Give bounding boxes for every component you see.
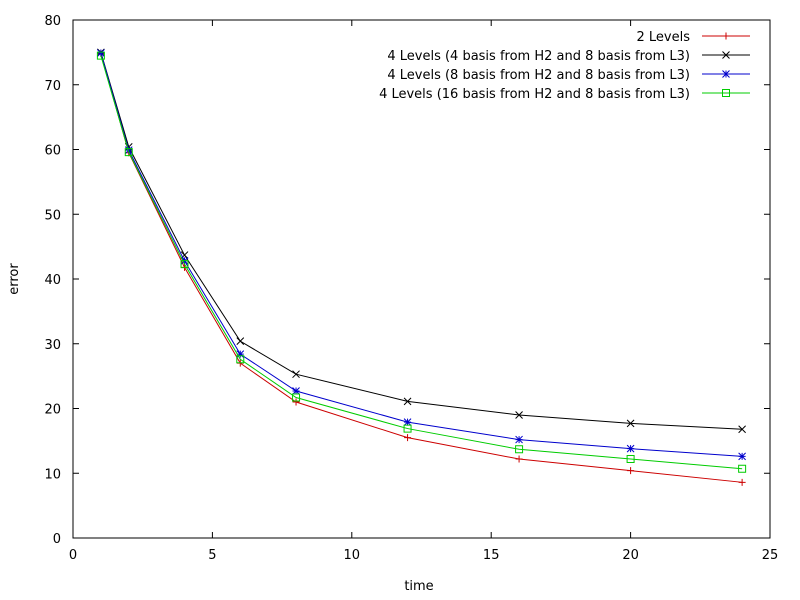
data-point (124, 148, 133, 157)
y-tick-label: 50 (44, 208, 61, 223)
data-point (124, 146, 133, 155)
data-point (515, 411, 523, 419)
data-point (97, 49, 105, 57)
y-tick-label: 30 (44, 338, 61, 353)
data-point (738, 425, 746, 434)
data-point (404, 434, 412, 442)
x-tick-label: 20 (622, 548, 639, 563)
data-point (627, 467, 635, 475)
axis-ticks: 0 5 10 15 20 25 0 10 20 30 40 50 60 70 80 (44, 14, 778, 563)
series-3 (97, 49, 746, 461)
data-point (515, 445, 524, 454)
legend-swatch-marker (722, 70, 730, 78)
legend-item: 4 Levels (16 basis from H2 and 8 basis f… (379, 87, 750, 102)
y-tick-label: 10 (44, 467, 61, 482)
x-tick-label: 15 (483, 548, 500, 563)
y-tick-label: 40 (44, 273, 61, 288)
series-4 (96, 51, 747, 473)
data-point (236, 337, 245, 346)
series-line (100, 53, 743, 483)
x-tick-label: 5 (208, 548, 216, 563)
data-point (738, 452, 746, 461)
series-1 (97, 50, 746, 486)
y-axis-title: error (7, 263, 22, 295)
data-point (403, 418, 412, 426)
legend: 2 Levels 4 Levels (4 basis from H2 and 8 … (379, 30, 750, 102)
data-point (292, 387, 300, 395)
data-point (626, 419, 635, 428)
y-tick-label: 60 (44, 144, 61, 159)
data-point (738, 464, 747, 473)
data-point (236, 350, 245, 358)
data-point (292, 370, 300, 379)
legend-swatch-marker (722, 89, 730, 97)
data-point (738, 478, 746, 486)
y-tick-label: 70 (44, 79, 61, 94)
legend-item: 4 Levels (8 basis from H2 and 8 basis fr… (387, 68, 750, 83)
series-line (100, 52, 743, 430)
legend-label: 4 Levels (4 basis from H2 and 8 basis fr… (387, 49, 690, 64)
legend-item: 2 Levels (637, 30, 750, 45)
data-point (403, 397, 412, 406)
y-tick-label: 80 (44, 14, 61, 29)
data-point (403, 424, 412, 433)
x-axis-title: time (404, 579, 433, 594)
legend-swatch-marker (722, 32, 730, 40)
data-point (626, 455, 635, 464)
legend-item: 4 Levels (4 basis from H2 and 8 basis fr… (387, 49, 750, 64)
y-tick-label: 0 (53, 532, 61, 547)
series-line (100, 55, 743, 470)
data-point (236, 355, 245, 364)
data-point (626, 444, 635, 453)
data-point (292, 393, 301, 402)
data-point (180, 260, 189, 269)
data-point (515, 455, 523, 463)
legend-label: 4 Levels (8 basis from H2 and 8 basis fr… (387, 68, 690, 83)
data-point (515, 435, 523, 444)
legend-label: 4 Levels (16 basis from H2 and 8 basis f… (379, 87, 690, 102)
legend-swatch-marker (722, 51, 730, 59)
data-point (96, 51, 105, 60)
data-point (180, 251, 189, 259)
data-point (292, 398, 300, 406)
series-line (100, 52, 743, 457)
series-2 (97, 48, 746, 434)
series-layer (96, 48, 747, 486)
x-tick-label: 0 (69, 548, 77, 563)
y-tick-label: 20 (44, 403, 61, 418)
x-tick-label: 10 (344, 548, 361, 563)
legend-label: 2 Levels (637, 30, 691, 45)
x-tick-label: 25 (762, 548, 779, 563)
